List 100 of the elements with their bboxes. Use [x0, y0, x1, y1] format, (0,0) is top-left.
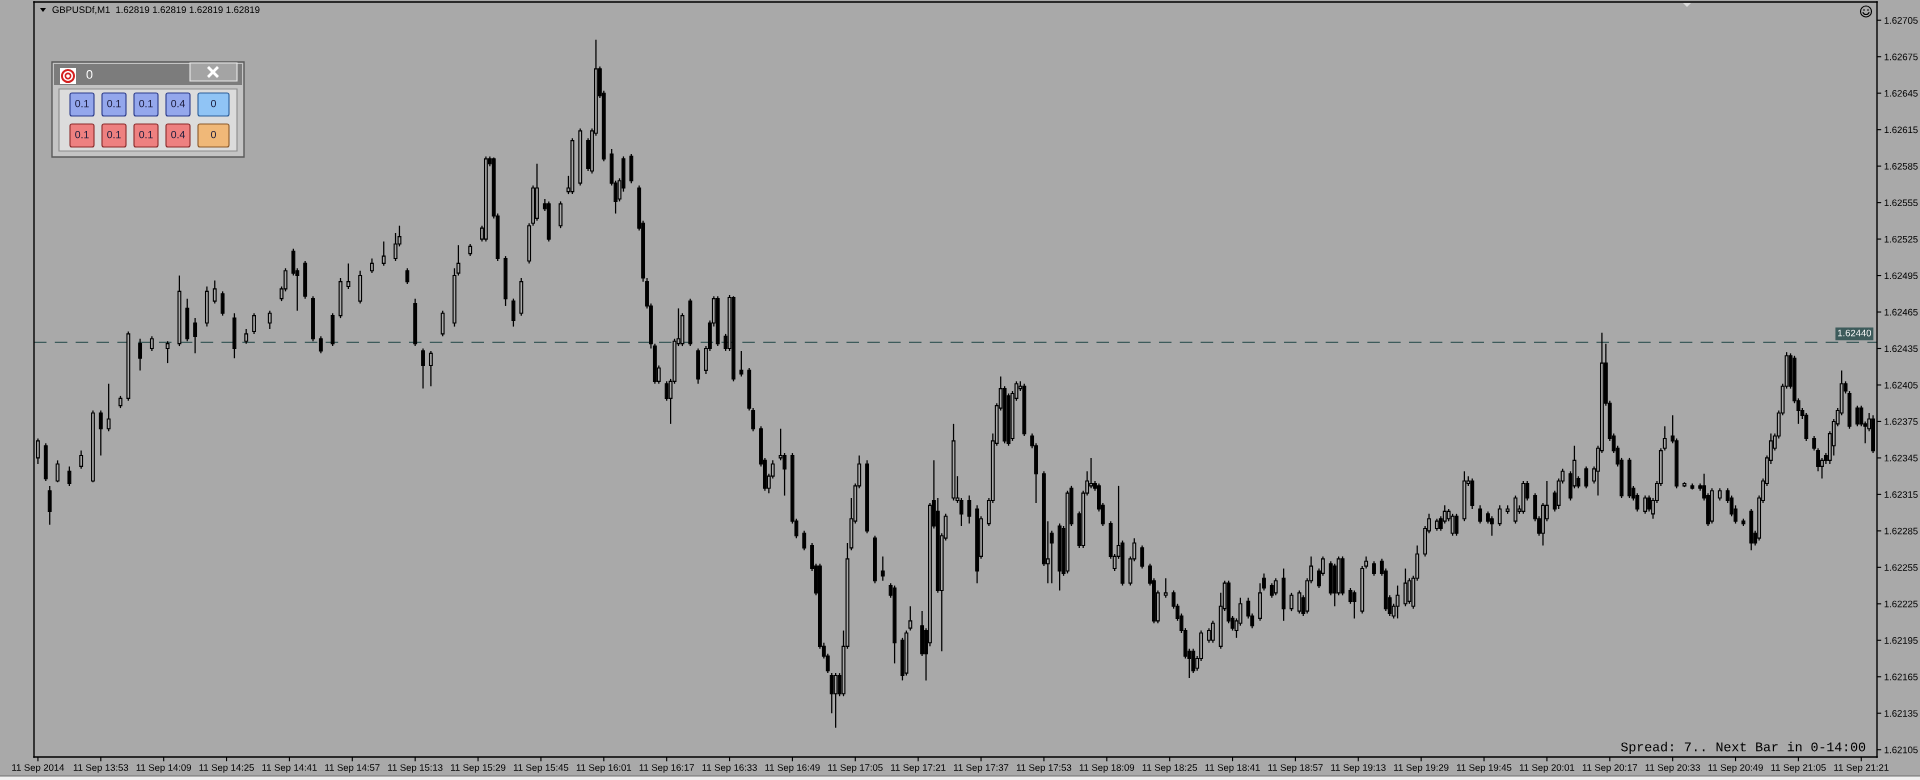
- y-tick-label: 1.62135: [1884, 710, 1918, 717]
- x-tick-label: 11 Sep 17:05: [828, 764, 883, 773]
- candlestick: [440, 310, 445, 337]
- y-tick-label: 1.62525: [1884, 235, 1918, 243]
- candlestick: [381, 240, 386, 267]
- x-tick-label: 11 Sep 18:25: [1142, 764, 1198, 773]
- candlestick: [47, 485, 52, 526]
- candlestick: [908, 605, 913, 632]
- candlestick: [267, 310, 272, 330]
- y-tick-label: 1.62285: [1884, 527, 1918, 535]
- annotation: 0.1: [107, 130, 121, 139]
- candlestick: [428, 350, 433, 387]
- annotation: 0.1: [75, 130, 89, 139]
- candlestick: [1442, 504, 1447, 525]
- candlestick: [1403, 567, 1408, 607]
- x-tick-label: 11 Sep 19:45: [1457, 764, 1512, 773]
- y-tick-label: 1.62495: [1884, 272, 1918, 280]
- chart-title: GBPUSDf,M1 1.62819 1.62819 1.62819 1.62819: [52, 6, 260, 15]
- y-tick-label: 1.62675: [1884, 53, 1918, 61]
- x-tick-label: 11 Sep 19:29: [1394, 764, 1449, 773]
- y-tick-label: 1.62165: [1884, 673, 1918, 681]
- annotation: Spread: 7.. Next Bar in 0-14:00: [1621, 741, 1866, 754]
- x-tick-label: 11 Sep 14:57: [325, 764, 380, 773]
- x-tick-label: 11 Sep 19:13: [1331, 764, 1386, 773]
- candlestick: [1297, 589, 1302, 615]
- candlestick: [212, 279, 217, 305]
- candlestick: [67, 465, 72, 487]
- x-tick-label: 11 Sep 21:21: [1834, 764, 1889, 773]
- y-tick-label: 1.62405: [1884, 381, 1918, 389]
- y-tick-label: 1.62255: [1884, 564, 1918, 571]
- y-tick-label: 1.62375: [1884, 418, 1918, 425]
- x-tick-label: 11 Sep 14:25: [199, 764, 254, 773]
- ref-line-label: 1.62440: [1838, 329, 1872, 337]
- candlestick: [1859, 405, 1864, 427]
- annotation: 0.4: [171, 130, 185, 139]
- candlestick: [1049, 530, 1054, 584]
- candlestick: [220, 290, 225, 317]
- candlestick: [98, 409, 103, 457]
- candlestick: [558, 200, 563, 229]
- annotation: 0: [86, 70, 93, 79]
- x-tick-label: 11 Sep 17:21: [891, 764, 946, 773]
- x-tick-label: 11 Sep 17:53: [1016, 764, 1072, 773]
- candlestick: [880, 555, 885, 582]
- candlestick: [967, 494, 972, 525]
- candlestick: [79, 449, 84, 470]
- y-tick-label: 1.62225: [1884, 600, 1918, 608]
- candlestick: [739, 350, 744, 378]
- candlestick: [138, 338, 143, 372]
- candlestick: [1478, 504, 1483, 525]
- x-tick-label: 11 Sep 15:13: [388, 764, 443, 773]
- candlestick: [346, 262, 351, 290]
- y-tick-label: 1.62195: [1884, 637, 1918, 644]
- candlestick: [421, 347, 425, 390]
- candlestick: [106, 383, 111, 432]
- annotation: 0.1: [139, 99, 153, 108]
- y-tick-label: 1.62465: [1884, 308, 1918, 316]
- x-tick-label: 11 Sep 20:17: [1582, 764, 1638, 773]
- candlestick: [829, 672, 834, 714]
- x-tick-label: 11 Sep 16:49: [765, 764, 820, 773]
- annotation: 0.1: [139, 130, 153, 139]
- candlestick: [252, 312, 256, 335]
- candlestick: [833, 672, 838, 729]
- candlestick: [1454, 513, 1459, 537]
- candlestick: [664, 380, 669, 402]
- annotation: 0.1: [107, 99, 121, 108]
- annotation: 0: [211, 99, 216, 108]
- candlestick: [1140, 544, 1145, 570]
- candlestick: [1513, 494, 1518, 525]
- x-tick-label: 11 Sep 13:53: [73, 764, 129, 773]
- x-tick-label: 11 Sep 17:37: [954, 764, 1009, 773]
- y-tick-label: 1.62105: [1884, 746, 1918, 754]
- y-tick-label: 1.62435: [1884, 345, 1918, 353]
- candlestick: [193, 317, 198, 354]
- x-tick-label: 11 Sep 18:09: [1079, 764, 1135, 773]
- annotation: 0: [211, 130, 216, 139]
- candlestick: [1289, 592, 1294, 612]
- x-tick-label: 11 Sep 16:33: [702, 764, 757, 773]
- x-tick-label: 11 Sep 2014: [12, 764, 65, 773]
- candlestick: [782, 452, 787, 497]
- candlestick: [165, 340, 170, 364]
- x-tick-label: 11 Sep 15:29: [451, 764, 506, 773]
- y-tick-label: 1.62645: [1884, 90, 1918, 97]
- annotation: 0.4: [171, 99, 185, 108]
- candlestick: [1450, 513, 1455, 537]
- y-tick-label: 1.62585: [1884, 162, 1918, 170]
- y-tick-label: 1.62615: [1884, 126, 1918, 134]
- candlestick: [511, 298, 516, 328]
- x-tick-label: 11 Sep 16:17: [639, 764, 694, 773]
- x-tick-label: 11 Sep 20:33: [1645, 764, 1700, 773]
- x-tick-label: 11 Sep 18:41: [1205, 764, 1260, 773]
- x-tick-label: 11 Sep 15:45: [513, 764, 569, 773]
- x-tick-label: 11 Sep 21:05: [1771, 764, 1826, 773]
- candlestick: [1804, 412, 1809, 442]
- candlestick: [1163, 577, 1168, 599]
- candlestick: [1855, 405, 1860, 427]
- x-tick-label: 11 Sep 18:57: [1268, 764, 1323, 773]
- y-tick-label: 1.62555: [1884, 199, 1918, 207]
- y-tick-label: 1.62705: [1884, 17, 1918, 24]
- x-tick-label: 11 Sep 20:49: [1708, 764, 1763, 773]
- candlestick: [291, 248, 296, 277]
